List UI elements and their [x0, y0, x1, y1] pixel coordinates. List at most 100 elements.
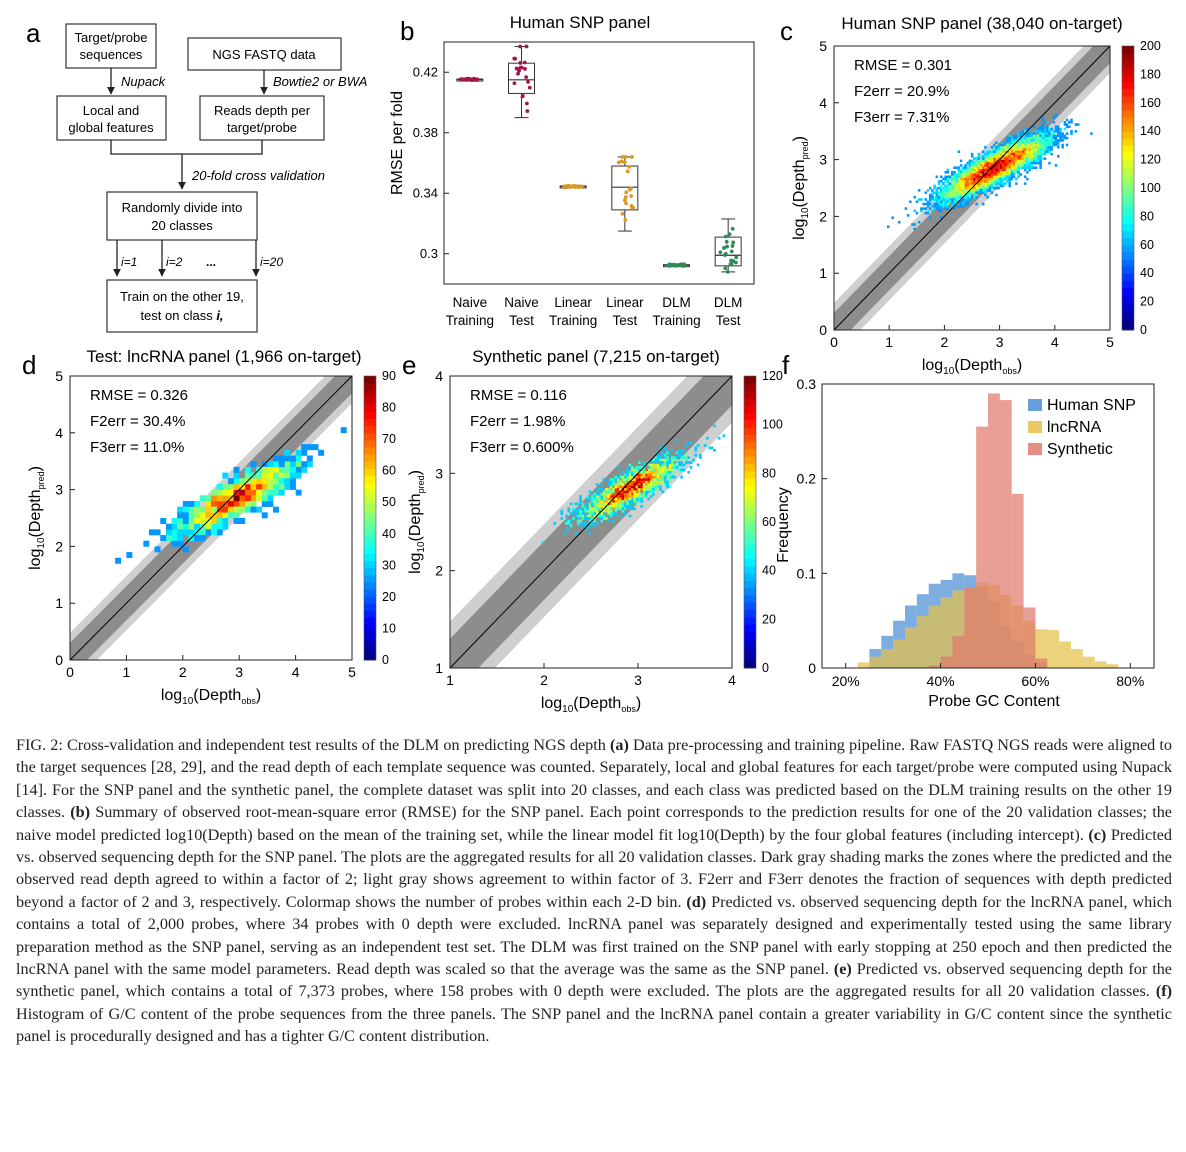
heat-bin [1010, 168, 1014, 172]
heat-bin [966, 193, 969, 197]
heat-bin [640, 504, 643, 508]
label-cross-validation: 20-fold cross validation [191, 168, 325, 183]
heat-bin [171, 518, 178, 524]
hist-bar-lncrna [1082, 656, 1095, 668]
heat-bin [1001, 177, 1005, 181]
heat-bin [995, 177, 998, 181]
heat-bin [560, 512, 564, 515]
heat-bin [1021, 155, 1025, 158]
heat-bin [977, 164, 981, 167]
heat-bin [677, 468, 681, 472]
heat-bin [593, 514, 596, 518]
colorbar-tick-label: 0 [1140, 323, 1147, 337]
category-label-b: Training [446, 313, 494, 328]
heat-bin [581, 517, 585, 520]
heat-bin [694, 449, 698, 452]
heat-bin [999, 145, 1003, 149]
heat-bin [986, 173, 989, 176]
heat-bin [717, 436, 721, 440]
colorbar-segment [744, 500, 756, 508]
colorbar-tick-label: 30 [382, 558, 396, 572]
heat-bin [256, 472, 263, 479]
hist-bar-lncrna [857, 662, 870, 668]
heat-bin [990, 152, 994, 156]
colorbar-tick-label: 10 [382, 621, 396, 635]
heat-bin [986, 195, 989, 199]
colorbar-segment [744, 390, 756, 399]
heat-bin [666, 483, 669, 486]
ytick-label-b: 0.38 [413, 125, 438, 140]
heat-bin [1017, 143, 1020, 147]
heat-bin [977, 189, 981, 192]
heat-bin [1032, 134, 1036, 138]
heat-bin [250, 478, 257, 485]
heat-bin [988, 186, 992, 190]
heat-bin [211, 506, 217, 513]
panel-letter-d: d [22, 350, 36, 380]
data-point-b [725, 270, 730, 274]
heat-bin [623, 500, 627, 503]
stat-text: F3err = 7.31% [854, 109, 949, 126]
heat-bin [194, 506, 201, 513]
heat-bin [1001, 184, 1005, 188]
heat-bin [937, 200, 941, 204]
heat-bin [1019, 141, 1022, 144]
heat-bin [966, 161, 969, 165]
hist-bar-lncrna [1035, 629, 1048, 668]
heat-bin [984, 161, 987, 165]
heat-bin [951, 198, 954, 201]
heat-bin [942, 202, 945, 206]
heat-bin [1010, 152, 1014, 156]
colorbar-segment [1122, 322, 1134, 331]
heat-bin [642, 485, 646, 489]
colorbar-segment [1122, 180, 1134, 189]
heat-bin [977, 159, 981, 163]
hist-bar-lncrna [928, 605, 941, 668]
data-point-b [514, 66, 519, 71]
heat-bin [656, 480, 660, 484]
heat-bin [666, 480, 669, 484]
heat-bin [205, 529, 212, 536]
heat-bin [600, 483, 604, 486]
heat-bin [588, 524, 592, 528]
heat-bin [628, 470, 632, 474]
heat-bin [670, 449, 674, 452]
heat-bin [966, 189, 969, 192]
heat-bin [939, 184, 943, 188]
xtick-label: 1 [123, 664, 131, 680]
heat-bin [951, 177, 954, 181]
heat-bin [628, 514, 632, 518]
heat-bin [1015, 182, 1018, 185]
heat-bin [250, 495, 257, 502]
heat-bin [595, 495, 599, 498]
heat-bin [661, 480, 665, 484]
heat-bin [244, 466, 251, 473]
heat-bin [1048, 132, 1051, 135]
heat-bin [680, 463, 683, 467]
heat-bin [642, 483, 646, 486]
heat-bin [623, 478, 627, 481]
heat-bin [973, 182, 976, 185]
heat-bin [1039, 141, 1042, 144]
heat-bin [586, 507, 589, 511]
heat-bin [696, 444, 700, 447]
heat-bin [988, 177, 992, 181]
colorbar-segment [364, 518, 376, 526]
heat-bin [630, 485, 634, 489]
colorbar-segment [744, 558, 756, 567]
heat-bin [605, 517, 608, 520]
heat-bin [959, 186, 963, 190]
heat-bin [990, 191, 994, 194]
heat-bin [1017, 161, 1020, 165]
heat-bin [677, 463, 681, 467]
caption-text: Predicted vs. observed sequencing depth … [16, 892, 1172, 979]
heat-bin [1054, 134, 1058, 138]
heat-bin [1012, 152, 1016, 156]
heat-bin [673, 463, 676, 467]
colorbar-segment [1122, 124, 1134, 132]
heat-bin [1028, 145, 1031, 149]
heat-bin [957, 186, 961, 190]
heat-bin [951, 186, 954, 190]
heat-bin [638, 468, 641, 472]
